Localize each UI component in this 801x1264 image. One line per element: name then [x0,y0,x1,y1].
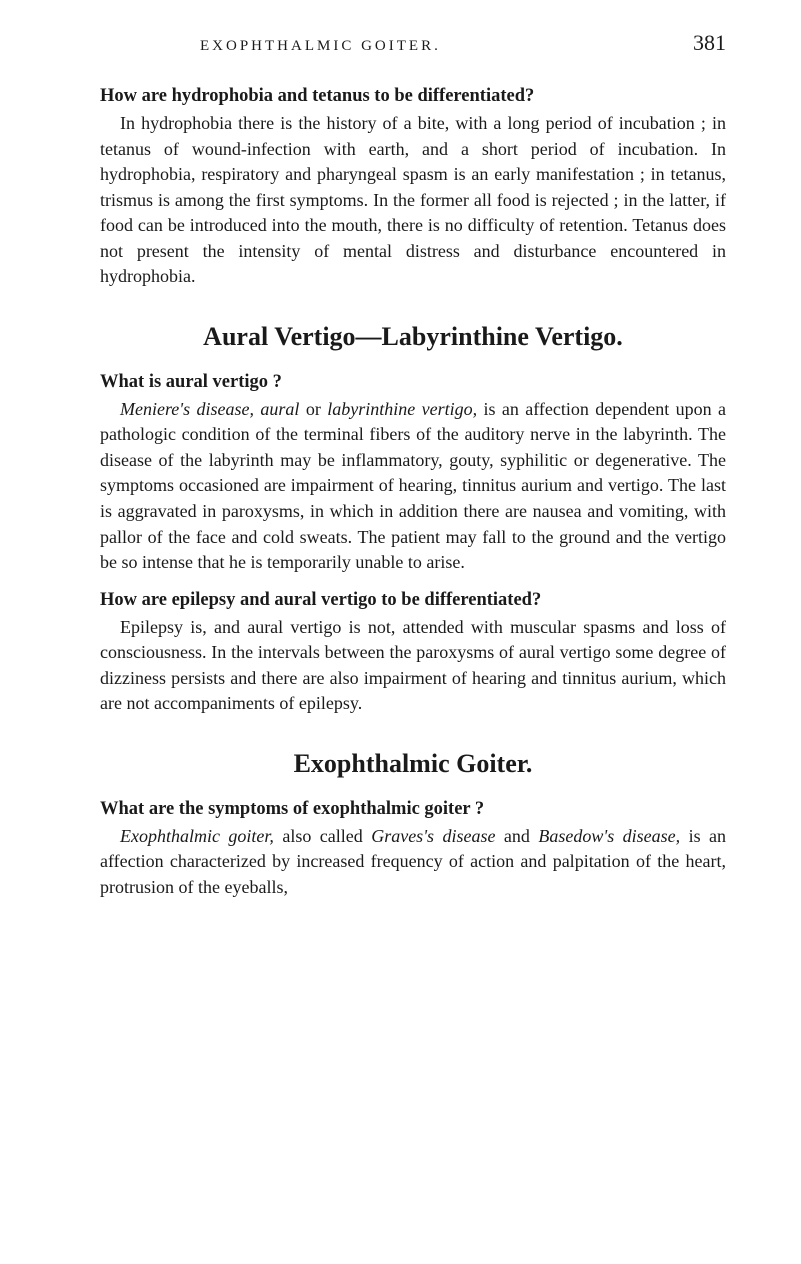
italic-graves: Graves's disease [371,826,495,846]
italic-exophthalmic: Exophthalmic goiter, [120,826,274,846]
text-also-called: also called [274,826,371,846]
section-title-aural-vertigo: Aural Vertigo—Labyrinthine Vertigo. [100,322,726,352]
italic-labyrinthine: labyrinthine vertigo, [327,399,477,419]
body-hydrophobia: In hydrophobia there is the history of a… [100,111,726,290]
page-header: EXOPHTHALMIC GOITER. 381 [100,30,726,56]
italic-meniere: Meniere's disease, aural [120,399,299,419]
text-or: or [299,399,327,419]
question-epilepsy-diff: How are epilepsy and aural vertigo to be… [100,590,726,611]
italic-basedow: Basedow's disease, [538,826,680,846]
text-rest-aural: is an affection dependent upon a patholo… [100,399,726,572]
running-head: EXOPHTHALMIC GOITER. [200,38,441,55]
question-goiter-symptoms: What are the symptoms of exophthalmic go… [100,799,726,820]
question-aural-vertigo: What is aural vertigo ? [100,372,726,393]
text-and: and [495,826,538,846]
section-title-goiter: Exophthalmic Goiter. [100,749,726,779]
body-goiter-symptoms: Exophthalmic goiter, also called Graves'… [100,824,726,901]
page-number: 381 [693,30,726,56]
question-hydrophobia: How are hydrophobia and tetanus to be di… [100,86,726,107]
body-aural-vertigo: Meniere's disease, aural or labyrinthine… [100,397,726,576]
body-epilepsy-diff: Epilepsy is, and aural vertigo is not, a… [100,615,726,717]
